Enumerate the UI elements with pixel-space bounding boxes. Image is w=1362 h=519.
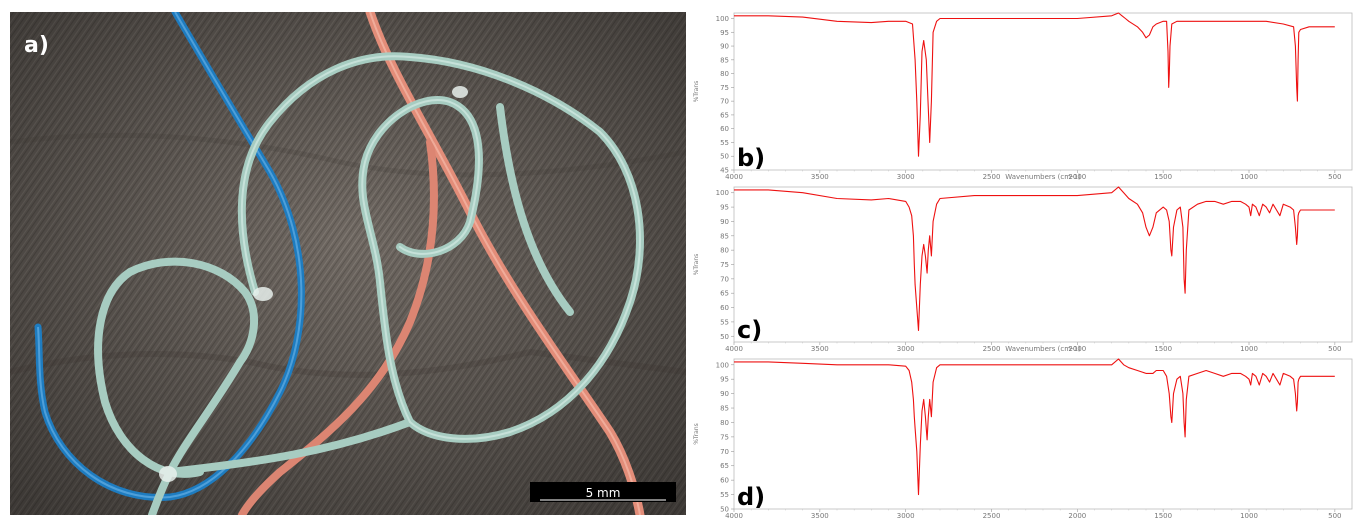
spectrum-d-ytick-label: 70 — [720, 448, 729, 456]
spectrum-d-ytick-label: 80 — [720, 419, 729, 427]
spectrum-b-xtick-label: 1500 — [1154, 173, 1172, 181]
spectrum-d-xtick-label: 1500 — [1154, 512, 1172, 519]
spectrum-b-ytick-label: 85 — [720, 56, 729, 64]
spectrum-b-ytick-label: 55 — [720, 139, 729, 147]
spectrum-c-line — [734, 186, 1335, 332]
spectrum-c-xtick-label: 500 — [1328, 345, 1341, 353]
spectrum-b-frame — [733, 12, 1353, 171]
ftir-spectra: 4000 3500 3000 2500 2000 1500 1000 500 45 50 55 60 6… — [693, 12, 1353, 519]
photo-panel-label: a) — [24, 33, 49, 58]
spectrum-d-line — [734, 358, 1335, 496]
spectrum-b-ytick-label: 50 — [720, 153, 729, 161]
spectrum-c-panel-label: c) — [737, 316, 762, 344]
fiber-photo: a) 5 mm — [10, 12, 686, 515]
spectrum-d-xtick-label: 1000 — [1240, 512, 1258, 519]
fiber-photo-drawing: a) 5 mm — [10, 12, 686, 515]
spectrum-c-ytick-label: 90 — [720, 218, 729, 226]
spectrum-d-frame — [733, 358, 1353, 510]
spectrum-c-ytick-label: 55 — [720, 318, 729, 326]
spectrum-b-ytick-label: 70 — [720, 98, 729, 106]
spectrum-d-ytick-label: 55 — [720, 491, 729, 499]
spectrum-c-xtick-label: 2000 — [1068, 345, 1086, 353]
spectrum-b-ytick-label: 100 — [716, 15, 729, 23]
spectrum-b-ytick-label: 95 — [720, 29, 729, 37]
spectrum-b-ytick-label: 45 — [720, 167, 729, 175]
scale-bar: 5 mm — [530, 482, 676, 502]
spectrum-b-ytick-label: 90 — [720, 43, 729, 51]
spectrum-d-ytick-label: 50 — [720, 506, 729, 514]
spectrum-d-ylabel: %Trans — [693, 423, 700, 445]
spectrum-c-ytick-label: 75 — [720, 261, 729, 269]
spectrum-b-xtick-label: 500 — [1328, 173, 1341, 181]
spectrum-c-xtick-label: 3000 — [897, 345, 915, 353]
spectrum-c-ytick-label: 65 — [720, 290, 729, 298]
spectrum-c-ytick-label: 60 — [720, 304, 729, 312]
spectrum-d-panel-label: d) — [737, 483, 765, 511]
spectrum-d-xtick-label: 2500 — [983, 512, 1001, 519]
spectrum-d-ytick-label: 75 — [720, 433, 729, 441]
spectrum-b-ytick-label: 65 — [720, 111, 729, 119]
spectrum-b-xtick-label: 2000 — [1068, 173, 1086, 181]
spectrum-d-ytick-label: 90 — [720, 390, 729, 398]
spectrum-b-xlabel: Wavenumbers (cm-1) — [1005, 173, 1081, 181]
spectrum-d-xtick-label: 500 — [1328, 512, 1341, 519]
spectrum-c-frame — [733, 186, 1353, 343]
spectrum-c-ytick-label: 80 — [720, 247, 729, 255]
spectrum-b-line — [734, 12, 1335, 157]
spectrum-b-xtick-label: 3500 — [811, 173, 829, 181]
spectrum-c-xtick-label: 3500 — [811, 345, 829, 353]
spectrum-d-ytick-label: 100 — [716, 361, 729, 369]
spectrum-d-ytick-label: 60 — [720, 477, 729, 485]
spectrum-c-ytick-label: 95 — [720, 204, 729, 212]
spectrum-c-ytick-label: 50 — [720, 333, 729, 341]
spectrum-c-xtick-label: 2500 — [983, 345, 1001, 353]
spectrum-b-ytick-label: 75 — [720, 84, 729, 92]
pink-fiber-branch — [238, 138, 438, 515]
spectrum-b-ytick-label: 80 — [720, 70, 729, 78]
spectrum-d-ytick-label: 85 — [720, 405, 729, 413]
spectrum-d-ytick-label: 65 — [720, 462, 729, 470]
spectrum-b-xtick-label: 1000 — [1240, 173, 1258, 181]
spectrum-d-xtick-label: 4000 — [725, 512, 743, 519]
spectrum-b-xtick-label: 4000 — [725, 173, 743, 181]
spectrum-b-xtick-label: 2500 — [983, 173, 1001, 181]
scale-bar-label: 5 mm — [586, 486, 621, 500]
spectrum-c-xlabel: Wavenumbers (cm-1) — [1005, 345, 1081, 353]
spectrum-c-xtick-label: 4000 — [725, 345, 743, 353]
spectrum-c-xtick-label: 1500 — [1154, 345, 1172, 353]
spectrum-c-ytick-label: 100 — [716, 189, 729, 197]
spectrum-d-ytick-label: 95 — [720, 376, 729, 384]
spectrum-c-ytick-label: 85 — [720, 232, 729, 240]
spectrum-b-ylabel: %Trans — [693, 81, 700, 103]
spectrum-d-xtick-label: 2000 — [1068, 512, 1086, 519]
spectrum-c-ytick-label: 70 — [720, 275, 729, 283]
spectrum-b-xtick-label: 3000 — [897, 173, 915, 181]
spectrum-d-xtick-label: 3000 — [897, 512, 915, 519]
spectrum-d-xtick-label: 3500 — [811, 512, 829, 519]
spectrum-c-ylabel: %Trans — [693, 254, 700, 276]
spectrum-b-ytick-label: 60 — [720, 125, 729, 133]
spectrum-b-panel-label: b) — [737, 144, 765, 172]
spectrum-c-xtick-label: 1000 — [1240, 345, 1258, 353]
